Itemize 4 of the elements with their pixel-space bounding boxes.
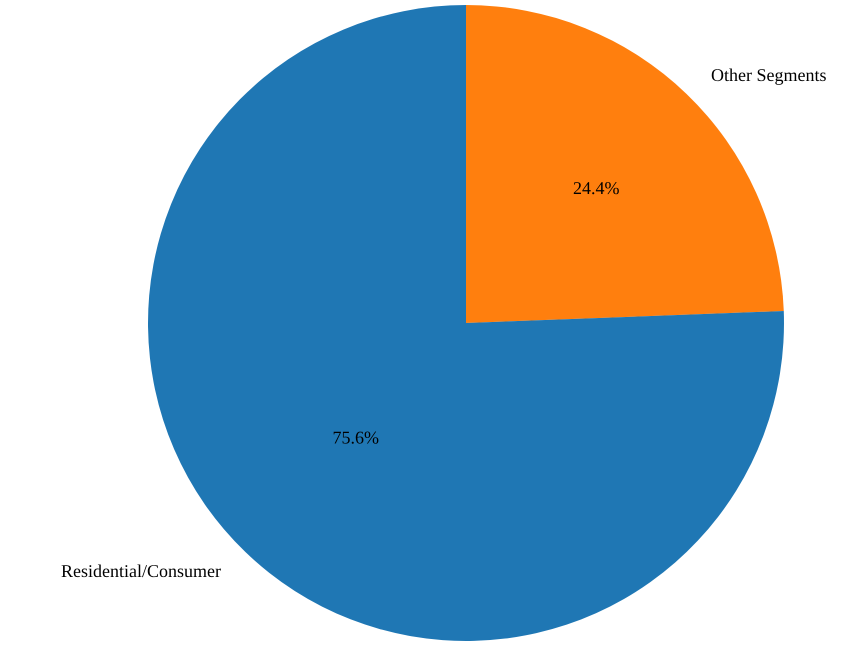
data-label: 75.6% [332, 428, 379, 448]
slice-label: Residential/Consumer [61, 561, 221, 581]
data-label: 24.4% [572, 178, 620, 198]
slice-label: Other Segments [711, 65, 826, 85]
